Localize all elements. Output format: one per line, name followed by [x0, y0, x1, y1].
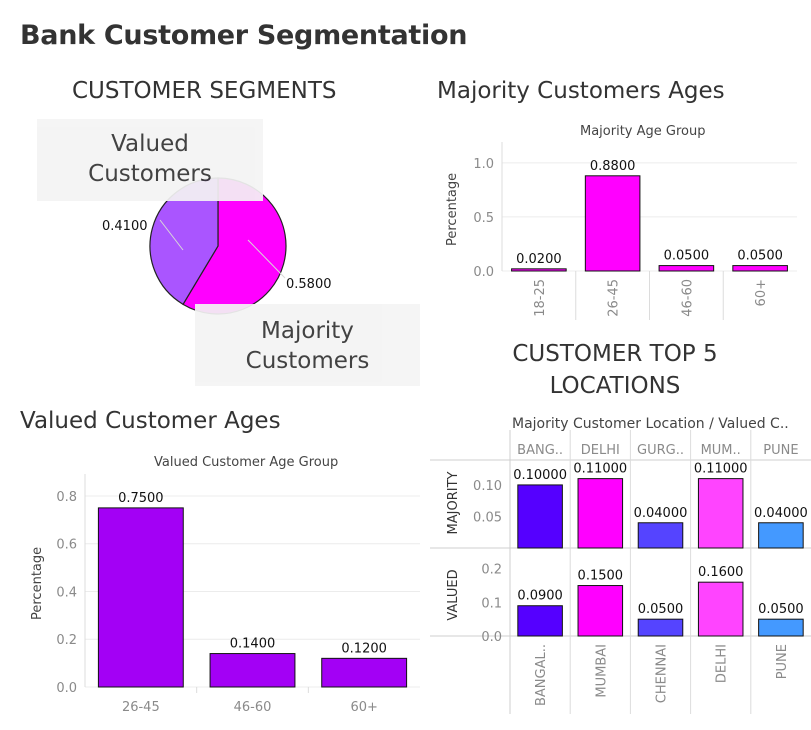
- majority-age-bar: [732, 265, 788, 272]
- majority-ages-subtitle: Majority Age Group: [580, 124, 706, 139]
- majority-age-bar: [658, 265, 715, 272]
- locations-value-label: 0.04000: [634, 506, 688, 521]
- locations-row-label: MAJORITY: [446, 471, 461, 534]
- locations-value-label: 0.11000: [694, 462, 748, 477]
- locations-value-label: 0.0900: [517, 589, 563, 604]
- locations-value-label: 0.10000: [513, 468, 567, 483]
- locations-column-header: GURG..: [637, 443, 684, 458]
- locations-xtick: PUNE: [775, 644, 790, 679]
- locations-bar: [637, 618, 684, 637]
- locations-ytick: 0.10: [473, 479, 502, 494]
- locations-value-label: 0.11000: [573, 462, 627, 477]
- locations-heading-line2: LOCATIONS: [549, 373, 681, 399]
- valued-age-bar-chart: 0.0 0.2 0.4 0.6 0.8 0.7500 26-45 0.1400 46-60 0.1…: [56, 474, 420, 715]
- pie-leader-majority: [247, 239, 286, 279]
- callout-majority: Majority Customers: [195, 304, 420, 386]
- locations-ytick: 0.1: [481, 596, 502, 611]
- locations-ytick: 0.0: [481, 630, 502, 645]
- locations-value-label: 0.0500: [638, 602, 684, 617]
- majority-age-bar: [584, 175, 641, 272]
- valued-age-value-label: 0.7500: [118, 491, 164, 506]
- location-bar-chart: BANG.. DELHI GURG.. MUM.. PUNE MAJORITY 0.05 0.…: [430, 430, 811, 714]
- majority-age-value-label: 0.0500: [737, 249, 783, 264]
- locations-xtick: CHENNAI: [655, 644, 670, 703]
- valued-age-value-label: 0.1400: [230, 637, 276, 652]
- valued-age-xtick: 60+: [350, 700, 377, 715]
- locations-value-label: 0.1600: [698, 565, 744, 580]
- locations-xtick: BANGAL..: [534, 644, 549, 706]
- majority-age-xtick: 46-60: [680, 279, 695, 317]
- locations-heading: CUSTOMER TOP 5 LOCATIONS: [440, 338, 790, 402]
- locations-value-label: 0.0500: [758, 602, 804, 617]
- locations-xtick: MUMBAI: [594, 644, 609, 698]
- majority-age-value-label: 0.8800: [590, 159, 636, 174]
- valued-age-ytick: 0.2: [56, 633, 77, 648]
- locations-bar: [577, 478, 624, 549]
- valued-age-bar: [209, 653, 296, 688]
- locations-column-header: BANG..: [517, 443, 563, 458]
- majority-age-bar: [511, 268, 567, 272]
- majority-age-ytick: 0.0: [473, 265, 494, 280]
- locations-row-label: VALUED: [446, 569, 461, 620]
- pie-value-majority: 0.5800: [286, 277, 332, 292]
- locations-bar: [758, 522, 804, 549]
- valued-age-ytick: 0.8: [56, 490, 77, 505]
- locations-bar: [637, 522, 684, 549]
- majority-age-xtick: 26-45: [607, 279, 622, 317]
- valued-age-ytick: 0.6: [56, 538, 77, 553]
- page-title: Bank Customer Segmentation: [20, 20, 468, 51]
- valued-ages-heading: Valued Customer Ages: [20, 408, 281, 434]
- callout-majority-text: Majority Customers: [245, 318, 370, 374]
- valued-ages-subtitle: Valued Customer Age Group: [154, 455, 339, 470]
- locations-bar: [517, 605, 563, 637]
- valued-age-xtick: 46-60: [234, 700, 272, 715]
- majority-age-ytick: 0.5: [473, 211, 494, 226]
- valued-age-value-label: 0.1200: [341, 641, 387, 656]
- majority-age-bar-chart: 0.0 0.5 1.0 0.0200 18-25 0.8800 26-45 0.0500 46-…: [473, 142, 797, 320]
- locations-bar: [577, 585, 624, 637]
- majority-age-value-label: 0.0200: [516, 252, 562, 267]
- pie-value-valued: 0.4100: [102, 219, 148, 234]
- majority-age-xtick: 60+: [754, 279, 769, 306]
- locations-subtitle: Majority Customer Location / Valued C..: [512, 416, 789, 432]
- locations-value-label: 0.04000: [754, 506, 808, 521]
- locations-column-header: PUNE: [763, 443, 798, 458]
- locations-column-header: DELHI: [581, 443, 620, 458]
- locations-bar: [697, 478, 744, 549]
- locations-column-header: MUM..: [701, 443, 741, 458]
- valued-age-bar: [97, 507, 184, 688]
- locations-ytick: 0.2: [481, 563, 502, 578]
- locations-bar: [697, 581, 744, 637]
- majority-age-value-label: 0.0500: [664, 249, 710, 264]
- locations-bar: [758, 618, 804, 637]
- locations-xtick: DELHI: [715, 644, 730, 683]
- locations-value-label: 0.1500: [578, 569, 624, 584]
- locations-bar: [517, 484, 563, 549]
- majority-ages-heading: Majority Customers Ages: [437, 78, 725, 104]
- locations-ytick: 0.05: [473, 510, 502, 525]
- valued-age-ytick: 0.4: [56, 585, 77, 600]
- callout-valued: Valued Customers: [37, 119, 263, 201]
- valued-age-ytick: 0.0: [56, 681, 77, 696]
- majority-age-ytick: 1.0: [473, 157, 494, 172]
- valued-age-xtick: 26-45: [122, 700, 160, 715]
- valued-age-bar: [321, 657, 408, 688]
- segments-heading: CUSTOMER SEGMENTS: [72, 78, 337, 104]
- callout-valued-text: Valued Customers: [88, 131, 212, 187]
- locations-heading-line1: CUSTOMER TOP 5: [512, 341, 718, 367]
- majority-age-xtick: 18-25: [533, 279, 548, 317]
- pie-leader-valued: [159, 219, 184, 251]
